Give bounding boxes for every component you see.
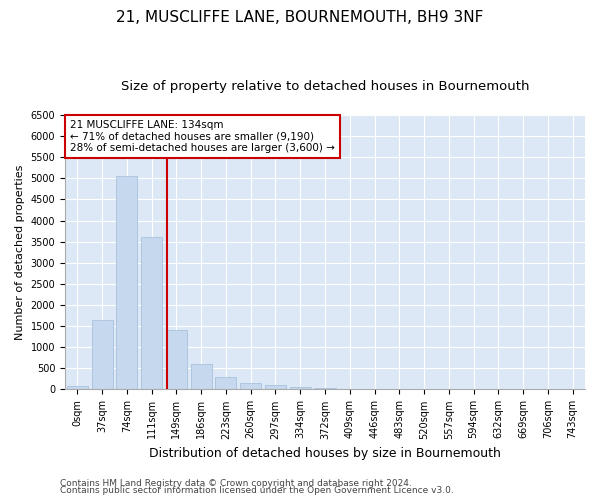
Bar [92,320,113,390]
Bar [290,388,311,390]
Text: Contains public sector information licensed under the Open Government Licence v3: Contains public sector information licen… [60,486,454,495]
Bar [240,383,261,390]
Bar [67,386,88,390]
Bar [141,238,162,390]
Bar [166,330,187,390]
Text: Contains HM Land Registry data © Crown copyright and database right 2024.: Contains HM Land Registry data © Crown c… [60,478,412,488]
Text: 21, MUSCLIFFE LANE, BOURNEMOUTH, BH9 3NF: 21, MUSCLIFFE LANE, BOURNEMOUTH, BH9 3NF [116,10,484,25]
Bar [116,176,137,390]
Bar [364,389,385,390]
Bar [215,377,236,390]
Y-axis label: Number of detached properties: Number of detached properties [15,164,25,340]
Title: Size of property relative to detached houses in Bournemouth: Size of property relative to detached ho… [121,80,529,93]
Bar [191,364,212,390]
Bar [265,385,286,390]
Bar [339,388,360,390]
Bar [314,388,335,390]
X-axis label: Distribution of detached houses by size in Bournemouth: Distribution of detached houses by size … [149,447,501,460]
Text: 21 MUSCLIFFE LANE: 134sqm
← 71% of detached houses are smaller (9,190)
28% of se: 21 MUSCLIFFE LANE: 134sqm ← 71% of detac… [70,120,335,154]
